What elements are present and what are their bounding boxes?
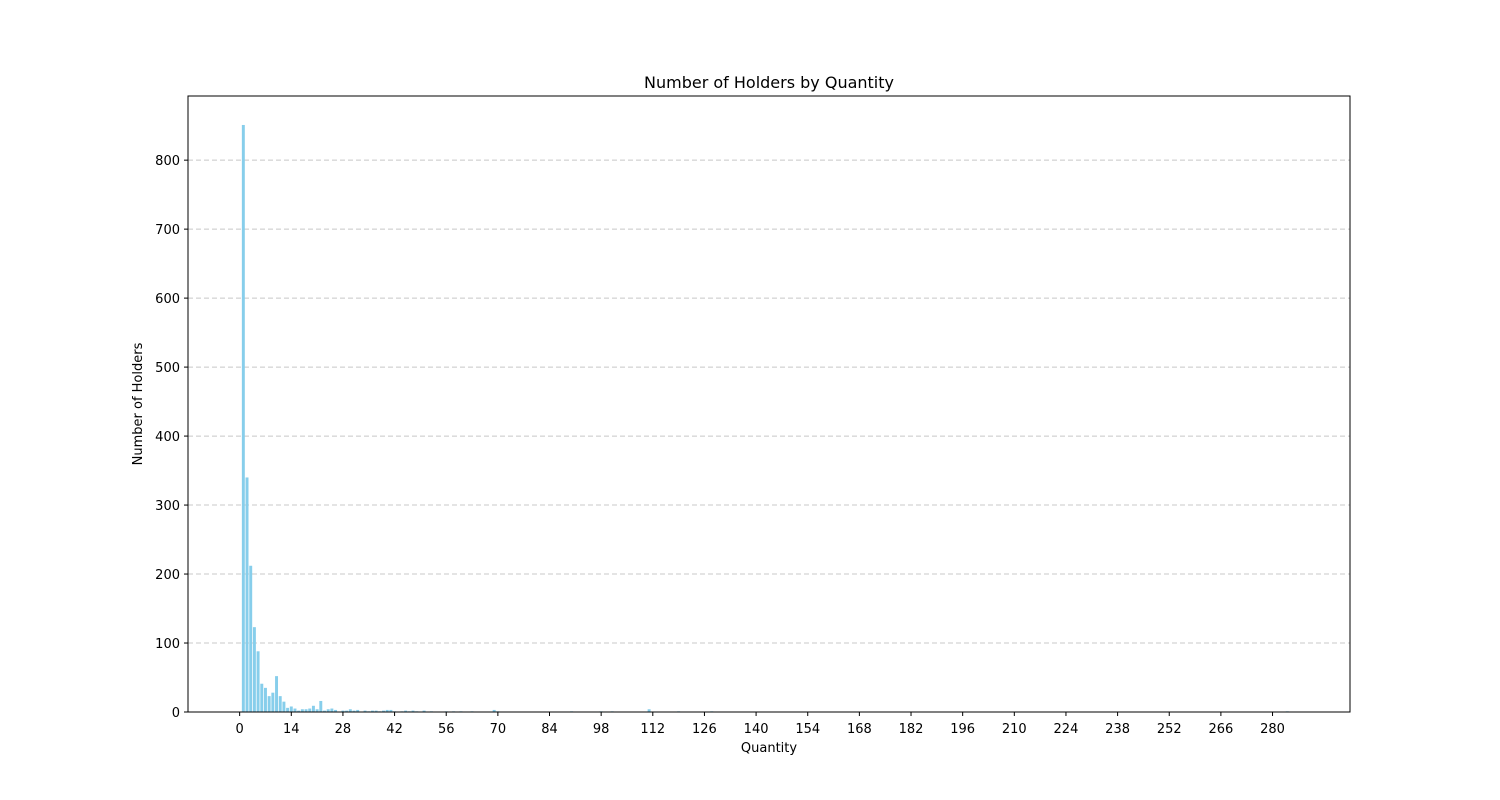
bar <box>249 565 253 712</box>
bar <box>356 709 360 712</box>
x-tick-label: 126 <box>692 722 717 737</box>
bar <box>323 710 326 712</box>
bar <box>278 696 282 712</box>
bar <box>411 710 415 712</box>
x-tick-label: 154 <box>795 722 820 737</box>
x-tick-label: 0 <box>236 722 244 737</box>
bar <box>370 710 374 712</box>
x-tick-label: 14 <box>283 722 300 737</box>
bar <box>311 705 315 712</box>
bar <box>282 701 286 712</box>
bar <box>334 709 338 712</box>
bar <box>385 709 389 712</box>
x-tick-label: 266 <box>1208 722 1233 737</box>
y-tick-label: 300 <box>155 499 180 514</box>
bar <box>345 710 349 712</box>
y-axis-ticks: 0 100 200 300 400 500 600 700 800 <box>155 154 188 721</box>
y-tick-label: 800 <box>155 154 180 169</box>
x-tick-label: 280 <box>1260 722 1285 737</box>
bar <box>389 709 393 712</box>
y-tick-label: 400 <box>155 430 180 445</box>
x-tick-label: 28 <box>335 722 352 737</box>
bar-series <box>241 124 1289 713</box>
y-tick-label: 200 <box>155 568 180 583</box>
bar <box>319 700 323 712</box>
bar <box>263 687 267 712</box>
x-tick-label: 252 <box>1157 722 1182 737</box>
x-tick-label: 224 <box>1054 722 1079 737</box>
bar <box>422 710 426 712</box>
bar <box>256 651 260 712</box>
x-tick-label: 238 <box>1105 722 1130 737</box>
x-axis-ticks: 0 14 28 42 56 70 84 98 112 126 140 154 168 182 196 210 2… <box>236 712 1285 737</box>
bar <box>492 709 496 712</box>
bar <box>304 709 308 712</box>
x-tick-label: 56 <box>438 722 455 737</box>
y-gridlines <box>188 159 1350 644</box>
y-tick-label: 700 <box>155 223 180 238</box>
x-tick-label: 140 <box>744 722 769 737</box>
bar <box>363 710 367 712</box>
bar <box>374 710 378 712</box>
chart-title: Number of Holders by Quantity <box>644 73 894 92</box>
plot-frame <box>187 95 1351 713</box>
bar <box>289 706 293 712</box>
bar <box>404 710 408 712</box>
x-tick-label: 182 <box>899 722 924 737</box>
bar <box>382 710 385 712</box>
bar <box>286 707 290 712</box>
bar <box>245 477 249 712</box>
bar <box>352 710 356 712</box>
x-tick-label: 84 <box>541 722 558 737</box>
bar <box>252 627 256 712</box>
bar <box>315 709 319 712</box>
y-axis-label: Number of Holders <box>131 342 146 465</box>
bar <box>271 692 275 712</box>
bar <box>260 683 264 712</box>
bar <box>300 709 304 712</box>
bar <box>297 710 301 712</box>
x-tick-label: 70 <box>490 722 507 737</box>
bar <box>326 709 330 712</box>
x-tick-label: 98 <box>593 722 610 737</box>
bar <box>275 676 279 712</box>
bar <box>348 709 352 712</box>
y-tick-label: 600 <box>155 292 180 307</box>
bar <box>241 124 245 713</box>
x-tick-label: 196 <box>950 722 975 737</box>
x-tick-label: 168 <box>847 722 872 737</box>
bar <box>267 696 271 712</box>
y-tick-label: 0 <box>172 706 180 721</box>
bar <box>647 709 651 712</box>
x-tick-label: 210 <box>1002 722 1027 737</box>
y-tick-label: 100 <box>155 637 180 652</box>
x-axis-label: Quantity <box>741 741 797 756</box>
bar <box>293 708 297 712</box>
bar <box>308 708 312 712</box>
bar <box>341 710 345 712</box>
x-tick-label: 42 <box>386 722 403 737</box>
bar <box>330 708 334 712</box>
x-tick-label: 112 <box>640 722 665 737</box>
y-tick-label: 500 <box>155 361 180 376</box>
